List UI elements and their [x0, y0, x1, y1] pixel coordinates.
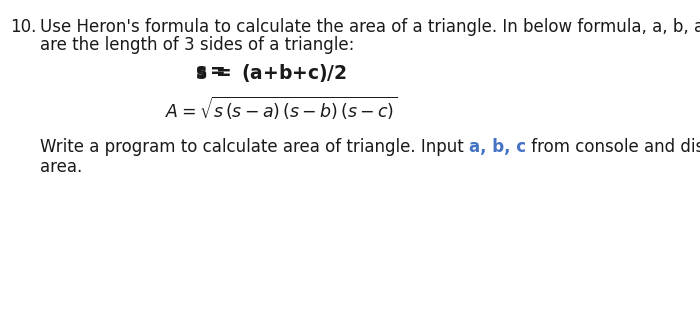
Text: 10.: 10. — [10, 18, 36, 36]
Text: $\mathbf{s = }$: $\mathbf{s = }$ — [195, 62, 225, 81]
Text: are the length of 3 sides of a triangle:: are the length of 3 sides of a triangle: — [40, 36, 354, 54]
Text: area.: area. — [40, 158, 83, 176]
Text: Write a program to calculate area of triangle. Input: Write a program to calculate area of tri… — [40, 138, 469, 156]
Text: Use Heron's formula to calculate the area of a triangle. In below formula, a, b,: Use Heron's formula to calculate the are… — [40, 18, 700, 36]
Text: from console and display: from console and display — [526, 138, 700, 156]
Text: a, b, c: a, b, c — [469, 138, 526, 156]
Text: $\bf{s}$ $\bf{=}$ $\bf{(}$$\mathit{\bf{a}}$$\bf{+}$$\mathit{\bf{b}}$$\bf{+}$$\ma: $\bf{s}$ $\bf{=}$ $\bf{(}$$\mathit{\bf{a… — [195, 62, 346, 84]
Text: $A = \sqrt{s\,(s-a)\,(s-b)\,(s-c)}$: $A = \sqrt{s\,(s-a)\,(s-b)\,(s-c)}$ — [165, 95, 398, 122]
